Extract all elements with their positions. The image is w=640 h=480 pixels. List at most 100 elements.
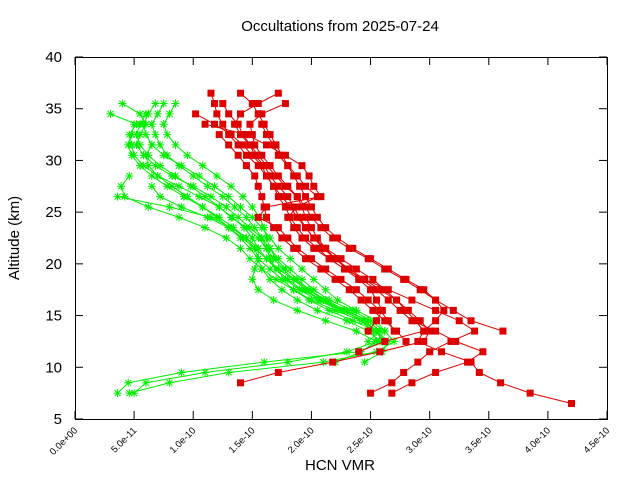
data-point [266,275,275,284]
data-point [130,389,139,398]
data-point [277,275,286,284]
data-point [248,213,257,222]
data-point [258,193,266,201]
data-point [242,131,250,139]
data-point [352,286,360,294]
data-point [322,265,330,273]
data-point [302,203,310,211]
data-point [437,348,445,356]
data-point [455,317,463,325]
data-point [321,285,330,294]
data-point [467,317,475,325]
data-point [242,162,250,170]
data-point [341,265,349,273]
data-point [206,192,215,201]
data-point [248,131,256,139]
data-point [420,286,428,294]
data-point [281,151,289,159]
y-tick-label: 5 [54,411,62,428]
data-point [283,358,292,367]
data-point [408,296,416,304]
data-point [313,213,321,221]
data-point [136,161,145,170]
data-point [381,337,389,345]
data-point [310,182,318,190]
data-point [224,192,233,201]
data-point [390,337,399,346]
profile-line [240,92,572,404]
data-point [260,358,269,367]
data-point [302,234,310,242]
data-point [305,285,314,294]
data-point [390,327,398,335]
data-point [364,316,373,325]
data-point [307,213,315,221]
data-point [230,202,239,211]
data-point [215,131,223,139]
data-point [156,140,165,149]
data-point [384,317,392,325]
data-point [254,182,262,190]
data-point [153,109,162,118]
data-point [156,161,165,170]
data-point [227,182,236,191]
data-point [278,151,286,159]
data-point [271,275,280,284]
data-point [274,151,282,159]
data-point [376,348,384,356]
data-point [302,213,310,221]
x-tick-label: 0.0e+00 [48,425,80,457]
data-point [237,110,245,118]
data-point [497,379,505,387]
data-point [467,358,475,366]
data-point [475,368,483,376]
data-point [352,327,361,336]
data-point [257,234,266,242]
data-point [283,275,292,284]
data-point [165,202,174,211]
data-point [227,131,235,139]
data-point [141,130,150,139]
data-point [342,347,351,356]
data-point [144,202,153,211]
data-point [254,254,263,263]
data-point [367,255,375,263]
data-point [163,130,172,139]
data-point [248,151,256,159]
data-point [186,182,195,191]
data-point [449,306,457,314]
data-point [286,203,294,211]
data-point [367,389,375,397]
data-point [342,306,351,315]
data-point [201,368,210,377]
data-point [352,306,361,315]
data-point [203,213,212,222]
data-point [248,202,257,211]
y-tick-label: 35 [45,101,62,118]
data-point [228,213,237,222]
data-point [333,234,341,242]
data-point [348,316,357,325]
data-point [258,110,266,118]
data-point [257,265,266,274]
data-point [337,255,345,263]
data-point [296,182,304,190]
data-point [293,193,301,201]
data-point [245,244,254,253]
data-point [293,296,302,305]
data-point [195,171,204,180]
data-point [248,234,257,242]
data-point [281,265,290,274]
data-point [263,141,271,149]
data-point [432,296,440,304]
data-point [286,254,295,263]
data-point [151,99,160,108]
data-point [175,161,184,170]
data-point [120,192,129,201]
profile-line [222,103,431,384]
series-1 [192,89,576,407]
series-0 [106,99,399,398]
data-point [240,223,249,232]
data-point [307,203,315,211]
data-point [337,275,345,283]
